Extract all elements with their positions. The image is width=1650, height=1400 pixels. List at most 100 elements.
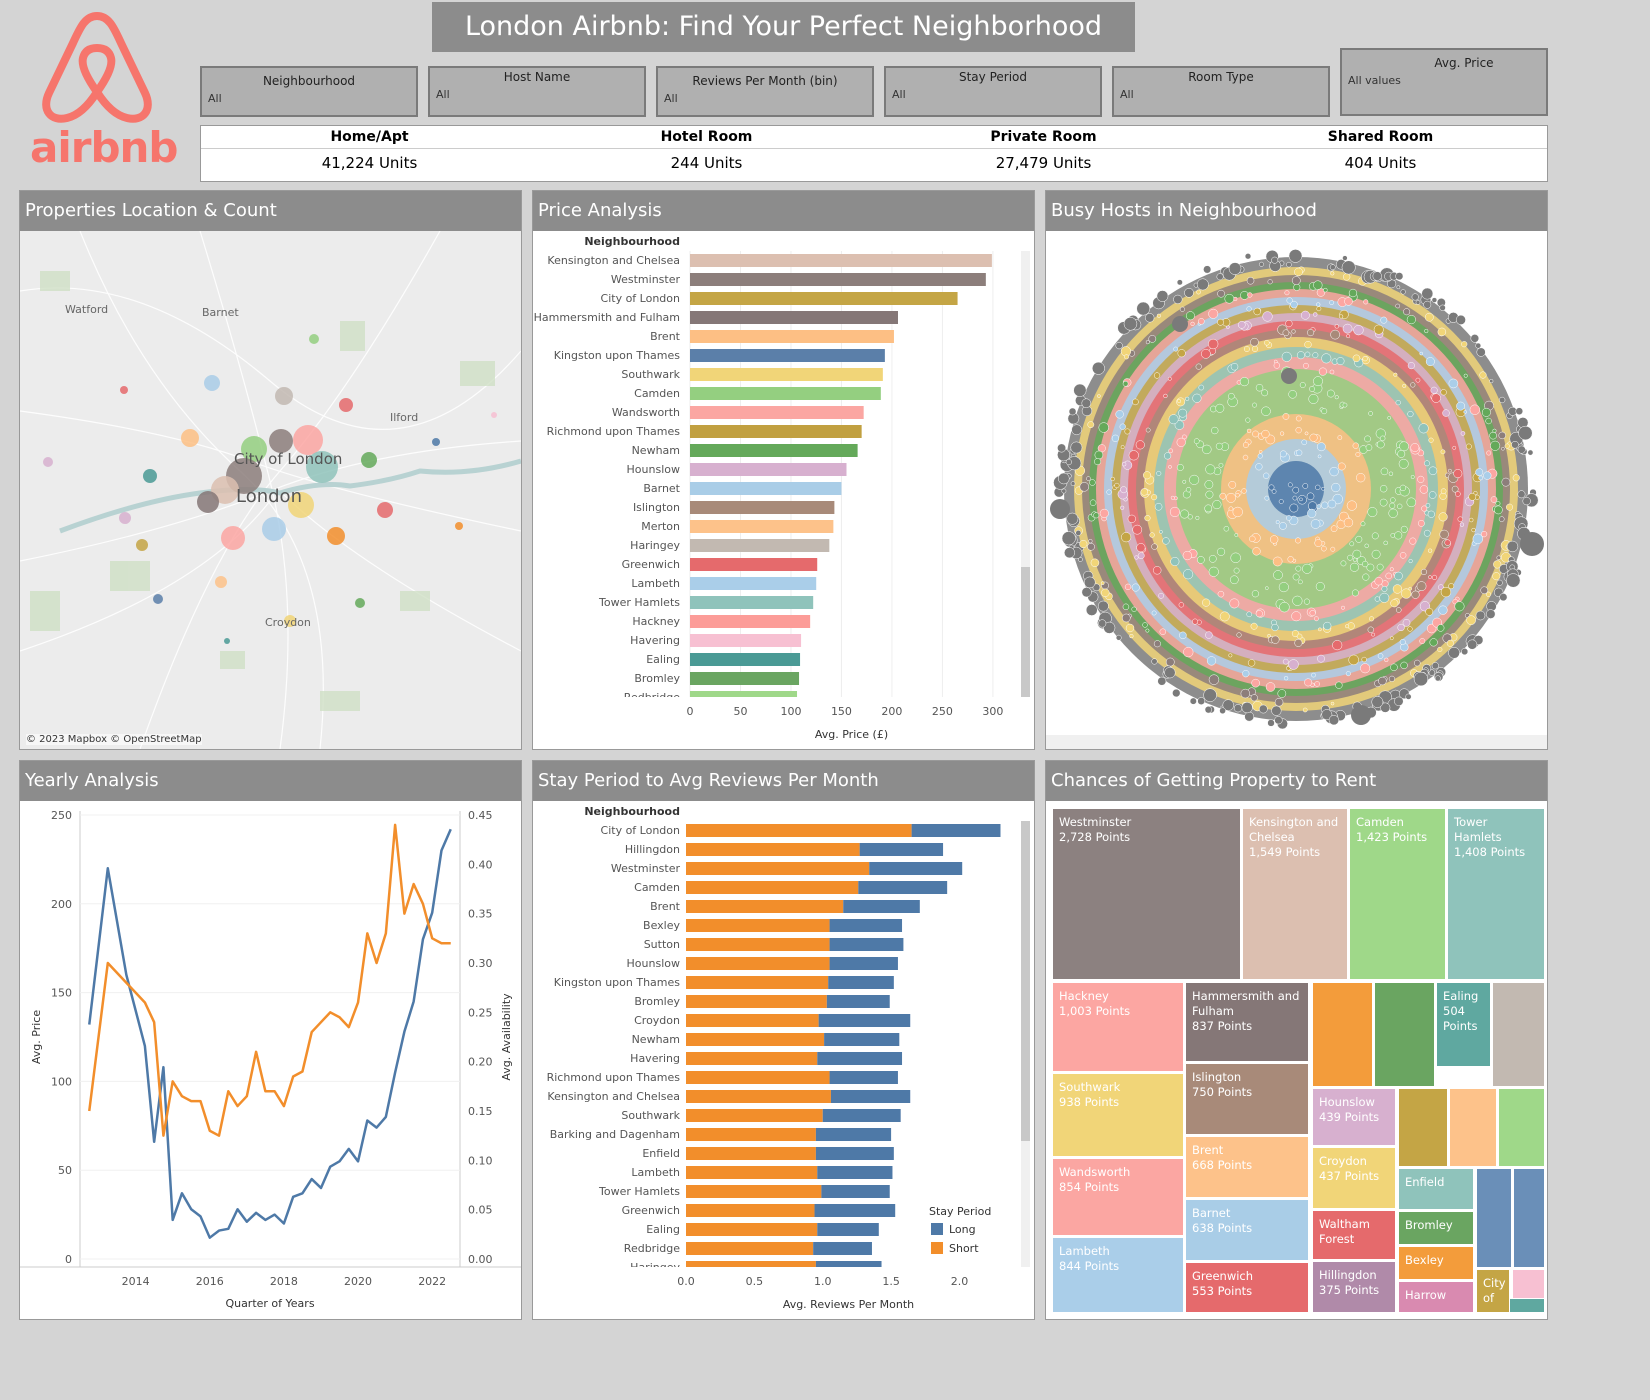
price-bar	[690, 615, 811, 628]
stay-axis-header: Neighbourhood	[584, 805, 680, 818]
host-bubble	[1423, 300, 1432, 309]
filter-host-name[interactable]: Host Name All	[428, 66, 646, 117]
host-bubble	[1206, 656, 1217, 666]
treemap-tile[interactable]: Enfield	[1398, 1168, 1474, 1210]
treemap-tile[interactable]	[1312, 982, 1373, 1087]
treemap-tile[interactable]	[1374, 982, 1435, 1087]
host-bubble	[1189, 474, 1200, 485]
treemap-tile[interactable]	[1476, 1168, 1512, 1268]
host-bubble	[1282, 413, 1290, 420]
host-bubble	[1092, 583, 1101, 592]
treemap-tile[interactable]: Hammersmith and Fulham 837 Points	[1185, 982, 1309, 1062]
host-bubble	[1346, 500, 1357, 511]
host-bubble	[1304, 431, 1309, 436]
treemap-tile[interactable]: Bromley	[1398, 1211, 1474, 1245]
host-bubble	[1342, 255, 1348, 261]
host-bubble	[1335, 681, 1343, 689]
treemap-tile[interactable]: Camden 1,423 Points	[1349, 808, 1446, 980]
treemap-tile[interactable]	[1398, 1088, 1448, 1167]
host-bubble	[1111, 434, 1120, 442]
treemap-tile-label: Lambeth	[1059, 1244, 1110, 1258]
treemap-tile-label: Hammersmith and Fulham	[1192, 989, 1300, 1018]
map-area[interactable]: Watford Barnet Ilford City of London Lon…	[20, 231, 521, 749]
treemap-tile[interactable]: Tower Hamlets 1,408 Points	[1447, 808, 1545, 980]
host-bubble	[1400, 289, 1406, 295]
host-bubble	[1483, 471, 1492, 480]
yearly-chart[interactable]: 0 50 100 150 200 250 0.00 0.05 0.10 0.15 0.20 0.25 0…	[20, 801, 521, 1319]
host-bubble	[1403, 308, 1411, 316]
host-bubble	[1122, 603, 1130, 611]
treemap-tile[interactable]: Hackney 1,003 Points	[1052, 982, 1184, 1072]
host-bubble	[1313, 376, 1323, 387]
treemap-tile[interactable]: Hounslow 439 Points	[1312, 1088, 1396, 1146]
stay-chart[interactable]: Neighbourhood City of London Hillingdon Wes…	[533, 801, 1034, 1319]
host-bubble	[1177, 349, 1186, 358]
host-bubble	[1469, 404, 1481, 415]
host-bubble	[1140, 488, 1148, 496]
treemap[interactable]: Westminster 2,728 Points Kensington and Ch…	[1046, 801, 1547, 1319]
host-bubble	[1094, 458, 1102, 466]
host-bubble	[1421, 287, 1434, 300]
chances-panel: Chances of Getting Property to Rent West…	[1045, 760, 1548, 1320]
treemap-tile[interactable]	[1492, 982, 1545, 1087]
host-bubble	[1493, 560, 1502, 569]
treemap-tile[interactable]: Bexley	[1398, 1246, 1474, 1280]
treemap-tile[interactable]: Lambeth 844 Points	[1052, 1237, 1184, 1313]
host-bubble	[1215, 403, 1225, 413]
treemap-tile[interactable]: Westminster 2,728 Points	[1052, 808, 1241, 980]
host-bubble	[1142, 471, 1152, 480]
treemap-tile-label: Bexley	[1405, 1253, 1444, 1267]
host-bubble	[1425, 357, 1435, 367]
host-bubble	[1472, 533, 1484, 545]
host-bubble	[1226, 492, 1236, 503]
treemap-tile-value: 638 Points	[1192, 1221, 1253, 1235]
filter-neighbourhood[interactable]: Neighbourhood All	[200, 66, 418, 117]
yearly-right-tick-label: 0.25	[468, 1006, 493, 1019]
map-bubble	[224, 638, 230, 644]
hosts-bubble-chart[interactable]	[1046, 231, 1547, 749]
treemap-tile[interactable]: Southwark 938 Points	[1052, 1073, 1184, 1157]
price-category-label: Greenwich	[622, 558, 680, 571]
host-bubble	[1440, 449, 1446, 455]
treemap-tile-value: 375 Points	[1319, 1283, 1380, 1297]
stay-bar-long	[858, 881, 948, 894]
filter-stay-period[interactable]: Stay Period All	[884, 66, 1102, 117]
host-bubble	[1145, 313, 1155, 323]
treemap-tile[interactable]: Greenwich 553 Points	[1185, 1262, 1309, 1313]
treemap-tile-label: Southwark	[1059, 1080, 1121, 1094]
treemap-tile[interactable]	[1513, 1168, 1545, 1268]
treemap-tile[interactable]: Hillingdon 375 Points	[1312, 1261, 1396, 1313]
host-bubble	[1485, 591, 1492, 597]
host-bubble	[1406, 315, 1416, 325]
filter-room-type[interactable]: Room Type All	[1112, 66, 1330, 117]
treemap-tile[interactable]	[1449, 1088, 1497, 1167]
filter-avg-price[interactable]: Avg. Price All values	[1340, 48, 1548, 116]
panel-title: Chances of Getting Property to Rent	[1046, 761, 1547, 801]
host-bubble	[1114, 482, 1120, 489]
treemap-tile[interactable]: Croydon 437 Points	[1312, 1147, 1396, 1209]
treemap-tile[interactable]: Waltham Forest	[1312, 1210, 1396, 1260]
host-bubble	[1455, 491, 1461, 497]
filter-reviews-bin[interactable]: Reviews Per Month (bin) All	[656, 66, 874, 117]
treemap-tile[interactable]: Ealing 504 Points	[1436, 982, 1491, 1067]
treemap-tile[interactable]: Islington 750 Points	[1185, 1063, 1309, 1135]
host-bubble	[1196, 278, 1209, 291]
map-canvas[interactable]: Watford Barnet Ilford City of London Lon…	[20, 231, 521, 749]
treemap-tile[interactable]: Brent 668 Points	[1185, 1136, 1309, 1198]
host-bubble	[1085, 604, 1098, 616]
treemap-tile[interactable]: Barnet 638 Points	[1185, 1199, 1309, 1261]
host-bubble	[1094, 450, 1104, 460]
price-bar	[690, 691, 798, 697]
host-bubble	[1281, 351, 1292, 362]
stay-bar-long	[821, 1185, 890, 1198]
treemap-tile[interactable]: City of	[1476, 1269, 1510, 1313]
host-bubble	[1179, 509, 1189, 519]
host-bubble	[1517, 490, 1526, 499]
treemap-tile[interactable]	[1498, 1088, 1545, 1167]
treemap-tile[interactable]: Wandsworth 854 Points	[1052, 1158, 1184, 1236]
treemap-tile[interactable]: Kensington and Chelsea 1,549 Points	[1242, 808, 1348, 980]
treemap-tile[interactable]: Harrow	[1398, 1281, 1474, 1313]
host-bubble	[1151, 543, 1158, 550]
host-bubble	[1163, 393, 1168, 399]
